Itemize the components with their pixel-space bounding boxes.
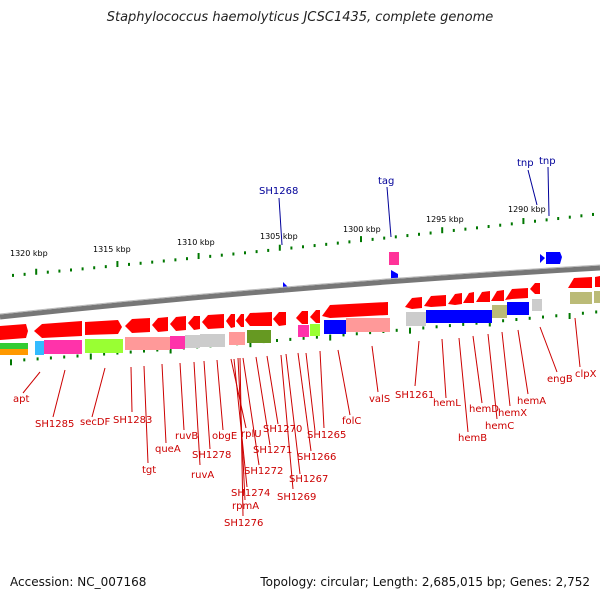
gene-label-clpx: clpX [575,369,597,380]
genome-backbone [0,265,600,320]
gene-label-sh1272: SH1272 [244,466,283,477]
top-label-leaders [278,166,550,246]
gene-label-vals: valS [369,394,390,405]
gene-label-hema: hemA [517,396,546,407]
map-title: Staphylococcus haemolyticus JCSC1435, co… [106,10,494,25]
gene-label-apt: apt [13,394,29,405]
cog-band [0,291,600,355]
gene-label-leaders [22,317,581,517]
top-label-tag: tag [378,176,394,187]
gene-label-sh1267: SH1267 [289,474,328,485]
gene-label-sh1283: SH1283 [113,415,152,426]
gene-label-sh1266: SH1266 [297,452,336,463]
gene-label-sh1274: SH1274 [231,488,270,499]
gene-label-sh1265: SH1265 [307,430,346,441]
kbp-label-1300: 1300 kbp [343,225,381,234]
forward-strand-genes [0,276,600,340]
kbp-label-1315: 1315 kbp [93,245,131,254]
kbp-label-1310: 1310 kbp [177,238,215,247]
gene-label-sh1261: SH1261 [395,390,434,401]
gene-label-sh1271: SH1271 [253,445,292,456]
gene-label-hemb: hemB [458,433,487,444]
gene-label-hemx: hemX [498,408,527,419]
genome-summary: Topology: circular; Length: 2,685,015 bp… [260,575,590,589]
gene-label-sh1278: SH1278 [192,450,231,461]
kbp-label-1295: 1295 kbp [426,215,464,224]
gene-label-sh1276: SH1276 [224,518,263,529]
kbp-label-1305: 1305 kbp [260,232,298,241]
gene-label-folc: folC [342,416,361,427]
kbp-label-1290: 1290 kbp [508,205,546,214]
gene-label-rplu: rplU [241,429,262,440]
top-label-sh1268: SH1268 [259,186,298,197]
gene-label-engb: engB [547,374,573,385]
gene-label-tgt: tgt [142,465,156,476]
gene-label-secdf: secDF [80,417,111,428]
accession-text: Accession: NC_007168 [10,575,147,589]
gene-label-sh1270: SH1270 [263,424,302,435]
kbp-label-1320: 1320 kbp [10,249,48,258]
gene-label-sh1269: SH1269 [277,492,316,503]
gene-label-sh1285: SH1285 [35,419,74,430]
gene-label-hemd: hemD [469,404,499,415]
gene-label-rpma: rpmA [232,501,259,512]
gene-label-heml: hemL [433,398,461,409]
top-label-tnp-2: tnp [539,156,556,167]
gene-label-hemc: hemC [485,421,514,432]
gene-label-ruva: ruvA [191,470,214,481]
top-label-tnp-1: tnp [517,158,534,169]
gene-label-quea: queA [155,444,181,455]
gene-label-ruvb: ruvB [175,431,198,442]
gene-label-obge: obgE [212,431,237,442]
